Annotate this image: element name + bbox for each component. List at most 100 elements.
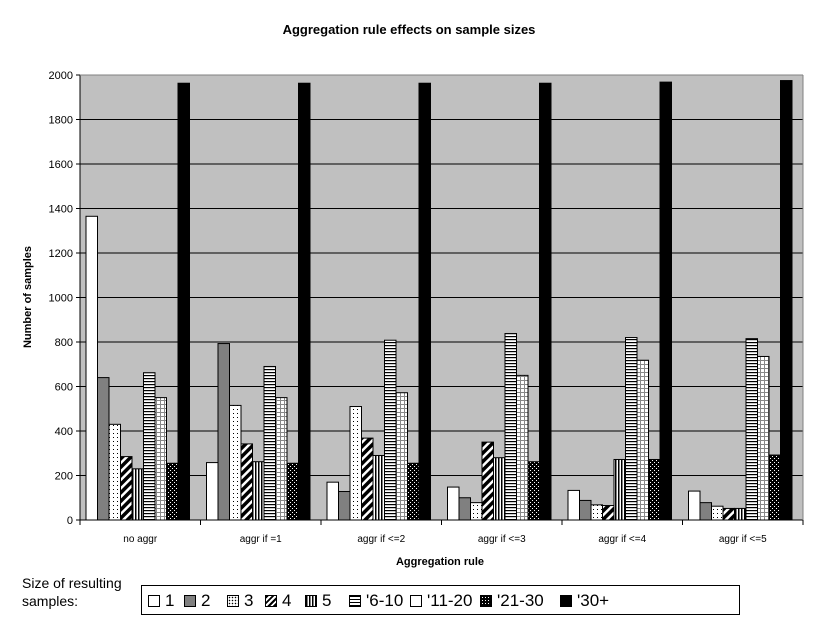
bar-30-3 — [539, 82, 552, 521]
legend-label: '30+ — [577, 591, 610, 610]
legend-label: 3 — [244, 591, 254, 610]
bar-1-2 — [326, 481, 339, 521]
x-tick-label: aggr if <=5 — [719, 534, 767, 545]
bar-2130-2 — [407, 462, 420, 521]
legend-swatch — [480, 595, 492, 607]
y-tick-label: 1800 — [49, 115, 73, 127]
bar-4-4 — [602, 505, 615, 521]
bar-2130-1 — [286, 462, 299, 521]
bar-4-5 — [722, 507, 735, 521]
bar-4-1 — [240, 443, 253, 521]
bar-2-1 — [217, 343, 230, 521]
legend: 1 2 3 4 5 '6-10 '11-20 '21-30 '30+ — [141, 585, 740, 615]
legend-swatch — [265, 595, 277, 607]
bar-3-5 — [711, 505, 724, 521]
bar-30-1 — [298, 82, 311, 521]
x-tick-label: aggr if <=2 — [357, 534, 405, 545]
legend-label: '21-30 — [497, 591, 544, 610]
bar-30-4 — [659, 81, 672, 521]
y-tick-label: 2000 — [49, 70, 73, 82]
legend-item: '11-20 — [410, 592, 472, 610]
x-tick-label: aggr if <=3 — [478, 534, 526, 545]
bar-3-2 — [349, 406, 362, 521]
bar-1-0 — [85, 215, 98, 521]
bar-1-1 — [206, 462, 219, 521]
bar-1-3 — [447, 486, 460, 521]
bar-2-4 — [579, 499, 592, 521]
legend-swatch — [349, 595, 361, 607]
y-tick-label: 1600 — [49, 159, 73, 171]
bar-1120-1 — [275, 397, 288, 521]
bar-30-0 — [177, 82, 190, 521]
bar-2-2 — [338, 491, 351, 521]
bar-2-3 — [458, 497, 471, 521]
legend-swatch — [227, 595, 239, 607]
bar-1120-3 — [516, 374, 529, 521]
y-tick-label: 200 — [55, 471, 73, 483]
bar-30-2 — [418, 82, 431, 521]
bar-3-4 — [590, 504, 603, 521]
bar-5-4 — [613, 458, 626, 521]
bar-2130-5 — [768, 454, 781, 521]
bar-3-1 — [229, 404, 242, 521]
bar-3-0 — [108, 423, 121, 521]
bar-30-5 — [780, 80, 793, 521]
legend-item: 3 — [227, 592, 253, 610]
legend-item: '21-30 — [480, 592, 544, 610]
legend-label: '11-20 — [427, 591, 473, 610]
bar-2130-3 — [527, 461, 540, 521]
legend-swatch — [560, 595, 572, 607]
legend-item: 5 — [305, 592, 331, 610]
x-tick-label: no aggr — [123, 534, 158, 545]
y-tick-label: 800 — [55, 337, 73, 349]
bar-610-4 — [625, 337, 638, 521]
y-axis-title: Number of samples — [22, 246, 34, 348]
bar-610-5 — [745, 338, 758, 521]
bar-2130-0 — [166, 462, 179, 521]
bar-610-1 — [263, 365, 276, 521]
bar-2-5 — [699, 502, 712, 521]
bar-1120-0 — [154, 397, 167, 521]
legend-label: '6-10 — [366, 591, 404, 610]
bar-1-4 — [567, 489, 580, 521]
legend-swatch — [148, 595, 160, 607]
bar-610-0 — [143, 372, 156, 521]
y-tick-label: 1000 — [49, 293, 73, 305]
bar-4-2 — [361, 437, 374, 521]
y-tick-label: 600 — [55, 382, 73, 394]
bar-2-0 — [97, 377, 110, 521]
legend-caption: Size of resulting samples: — [22, 575, 122, 609]
bar-4-0 — [120, 456, 133, 521]
legend-swatch — [305, 595, 317, 607]
bar-610-2 — [384, 339, 397, 521]
bar-610-3 — [504, 333, 517, 521]
y-tick-label: 400 — [55, 426, 73, 438]
y-tick-label: 1400 — [49, 204, 73, 216]
legend-item: 2 — [184, 592, 210, 610]
bar-5-0 — [131, 468, 144, 521]
chart-title: Aggregation rule effects on sample sizes — [283, 22, 536, 37]
bar-4-3 — [481, 441, 494, 521]
x-axis-title: Aggregation rule — [396, 556, 484, 568]
legend-item: '30+ — [560, 592, 609, 610]
bar-5-5 — [734, 507, 747, 521]
bar-1120-2 — [395, 392, 408, 521]
y-tick-label: 0 — [67, 515, 73, 527]
bar-1-5 — [688, 490, 701, 521]
x-tick-label: aggr if =1 — [240, 534, 282, 545]
bar-3-3 — [470, 502, 483, 521]
legend-swatch — [410, 595, 422, 607]
legend-swatch — [184, 595, 196, 607]
legend-item: 1 — [148, 592, 174, 610]
legend-label: 4 — [282, 591, 292, 610]
x-tick-label: aggr if <=4 — [598, 534, 646, 545]
legend-item: 4 — [265, 592, 291, 610]
bar-2130-4 — [648, 458, 661, 521]
bar-5-3 — [493, 457, 506, 521]
y-tick-label: 1200 — [49, 248, 73, 260]
legend-label: 1 — [165, 591, 175, 610]
legend-label: 2 — [201, 591, 211, 610]
bar-5-1 — [252, 461, 265, 521]
legend-label: 5 — [322, 591, 332, 610]
legend-item: '6-10 — [349, 592, 403, 610]
